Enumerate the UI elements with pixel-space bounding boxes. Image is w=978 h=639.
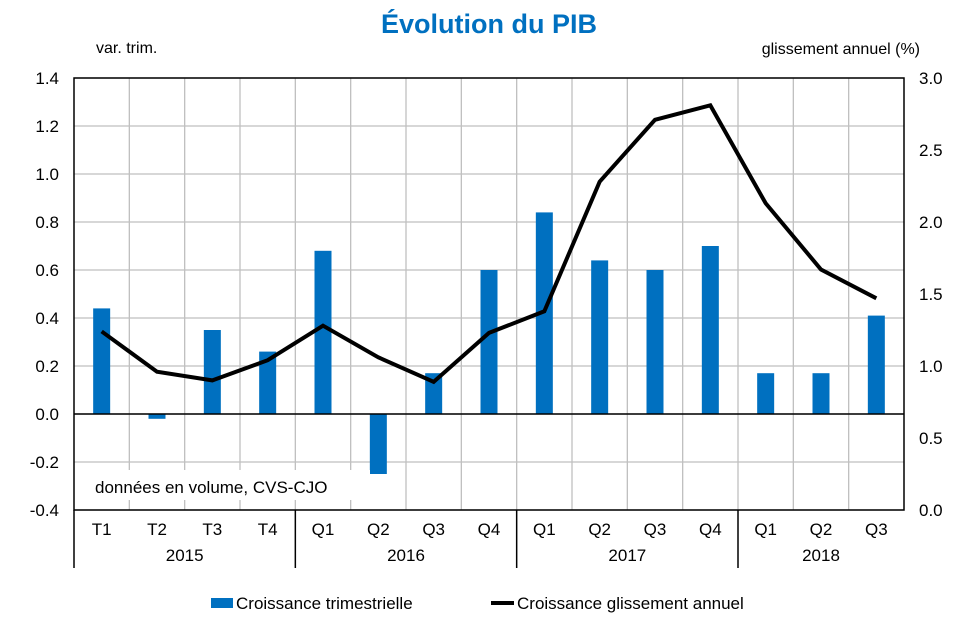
category-label: T1 bbox=[92, 520, 112, 539]
left-tick-label: 0.2 bbox=[35, 357, 59, 376]
right-tick-label: 0.0 bbox=[919, 501, 943, 520]
category-label: Q2 bbox=[367, 520, 390, 539]
category-label: Q4 bbox=[478, 520, 501, 539]
annotation: données en volume, CVS-CJO bbox=[95, 478, 327, 497]
left-tick-label: 0.0 bbox=[35, 405, 59, 424]
category-label: Q3 bbox=[422, 520, 445, 539]
category-label: Q2 bbox=[588, 520, 611, 539]
bar-14 bbox=[867, 315, 885, 414]
category-label: Q3 bbox=[865, 520, 888, 539]
category-label: Q1 bbox=[312, 520, 335, 539]
annotation-background bbox=[80, 470, 370, 500]
bar-2 bbox=[203, 330, 221, 414]
bar-5 bbox=[369, 414, 387, 474]
left-tick-label: 1.0 bbox=[35, 165, 59, 184]
left-tick-label: 0.6 bbox=[35, 261, 59, 280]
bar-9 bbox=[591, 260, 609, 414]
left-tick-label: 0.4 bbox=[35, 309, 59, 328]
left-tick-label: 1.4 bbox=[35, 69, 59, 88]
right-axis-label: glissement annuel (%) bbox=[762, 41, 920, 58]
right-tick-label: 0.5 bbox=[919, 429, 943, 448]
bar-3 bbox=[259, 351, 277, 414]
right-axis-ticks: 0.0 0.5 1.0 1.5 2.0 2.5 3.0 bbox=[919, 69, 943, 520]
left-axis-label: var. trim. bbox=[96, 40, 157, 57]
bar-series bbox=[93, 212, 885, 474]
right-tick-label: 2.5 bbox=[919, 141, 943, 160]
bar-6 bbox=[425, 373, 443, 414]
bar-12 bbox=[757, 373, 775, 414]
bar-13 bbox=[812, 373, 830, 414]
left-tick-label: 0.8 bbox=[35, 213, 59, 232]
legend-label-bar: Croissance trimestrielle bbox=[236, 594, 413, 613]
legend: Croissance trimestrielle Croissance glis… bbox=[211, 594, 744, 613]
legend-swatch-bar bbox=[211, 598, 233, 608]
right-tick-label: 1.5 bbox=[919, 285, 943, 304]
bar-7 bbox=[480, 270, 498, 414]
line-series bbox=[100, 103, 878, 385]
year-label: 2016 bbox=[387, 546, 425, 565]
category-label: Q4 bbox=[699, 520, 722, 539]
right-tick-label: 2.0 bbox=[919, 213, 943, 232]
category-label: T4 bbox=[258, 520, 278, 539]
year-label: 2015 bbox=[166, 546, 204, 565]
category-label: T3 bbox=[202, 520, 222, 539]
category-axis: T1 T2 T3 T4 Q1 Q2 Q3 Q4 Q1 Q2 Q3 Q4 Q1 Q2 Q3 2015 2016 20… bbox=[73, 510, 888, 568]
year-label: 2018 bbox=[802, 546, 840, 565]
plot-frame bbox=[73, 77, 905, 511]
chart-title: Évolution du PIB bbox=[381, 8, 597, 39]
left-tick-label: -0.2 bbox=[30, 453, 59, 472]
category-label: Q1 bbox=[754, 520, 777, 539]
legend-label-line: Croissance glissement annuel bbox=[517, 594, 744, 613]
plot-border bbox=[73, 77, 905, 511]
left-axis-ticks: -0.4 -0.2 0.0 0.2 0.4 0.6 0.8 1.0 1.2 1.4 bbox=[30, 69, 59, 520]
year-label: 2017 bbox=[608, 546, 646, 565]
bar-4 bbox=[314, 250, 332, 414]
left-tick-label: -0.4 bbox=[30, 501, 59, 520]
category-label: Q1 bbox=[533, 520, 556, 539]
category-label: Q2 bbox=[810, 520, 833, 539]
bar-11 bbox=[701, 246, 719, 414]
gridlines bbox=[74, 77, 904, 511]
bar-10 bbox=[646, 270, 664, 414]
bar-0 bbox=[93, 308, 111, 414]
right-tick-label: 3.0 bbox=[919, 69, 943, 88]
right-tick-label: 1.0 bbox=[919, 357, 943, 376]
left-tick-label: 1.2 bbox=[35, 117, 59, 136]
category-label: Q3 bbox=[644, 520, 667, 539]
category-label: T2 bbox=[147, 520, 167, 539]
bar-1 bbox=[148, 414, 166, 419]
